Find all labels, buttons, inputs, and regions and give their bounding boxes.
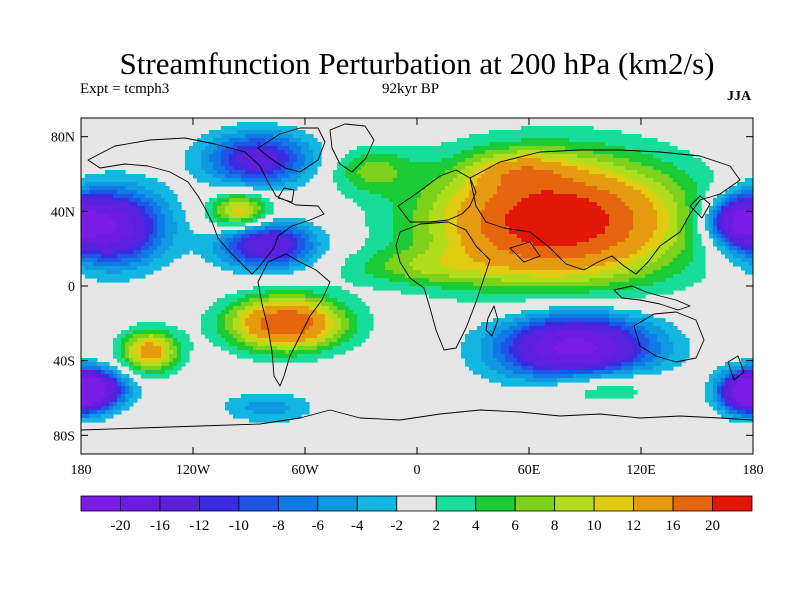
lon-tick-label: 120E: [626, 463, 656, 478]
colorbar-label: 16: [666, 518, 682, 534]
lat-tick-label: 40S: [53, 355, 75, 370]
colorbar-label: -8: [272, 518, 285, 534]
experiment-label: Expt = tcmph3: [80, 81, 170, 97]
colorbar-label: 20: [705, 518, 720, 534]
colorbar-swatch: [712, 495, 753, 512]
colorbar-swatch: [633, 495, 674, 512]
colorbar-swatch: [554, 495, 595, 512]
lat-tick-label: 40N: [51, 205, 75, 220]
colorbar-label: -10: [229, 518, 249, 534]
colorbar-label: 2: [432, 518, 440, 534]
colorbar-label: -12: [189, 518, 209, 534]
colorbar: -20 -16 -12 -10 -8 -6 -4 -2 2 4 6 8 10 12 16 20: [80, 495, 753, 534]
lon-tick-label: 60W: [291, 463, 319, 478]
colorbar-label: 6: [511, 518, 519, 534]
colorbar-label: 12: [626, 518, 641, 534]
colorbar-swatch: [396, 495, 437, 512]
period-label: 92kyr BP: [382, 81, 440, 97]
lon-tick-label: 0: [414, 463, 421, 478]
colorbar-label: -2: [391, 518, 404, 534]
colorbar-label: 10: [587, 518, 602, 534]
season-label: JJA: [727, 89, 752, 104]
map-title: Streamfunction Perturbation at 200 hPa (…: [119, 46, 715, 81]
colorbar-swatch: [238, 495, 279, 512]
colorbar-swatch: [475, 495, 516, 512]
lat-tick-label: 80S: [53, 429, 75, 444]
colorbar-swatch: [593, 495, 634, 512]
colorbar-swatch: [672, 495, 713, 512]
colorbar-label: 4: [472, 518, 480, 534]
lon-tick-label: 60E: [518, 463, 541, 478]
lon-tick-label: 180: [71, 463, 92, 478]
colorbar-label: -20: [110, 518, 130, 534]
lat-tick-label: 0: [68, 280, 75, 295]
colorbar-label: -6: [312, 518, 325, 534]
colorbar-swatch: [277, 495, 319, 512]
colorbar-swatch: [159, 495, 200, 512]
lat-tick-label: 80N: [51, 131, 75, 146]
colorbar-swatch: [199, 495, 240, 512]
colorbar-swatch: [435, 495, 477, 512]
colorbar-swatch: [514, 495, 556, 512]
colorbar-swatch: [120, 495, 161, 512]
colorbar-label: -16: [150, 518, 170, 534]
colorbar-label: 8: [551, 518, 559, 534]
coastlines: [81, 123, 753, 431]
colorbar-swatch: [80, 495, 121, 512]
colorbar-swatch: [356, 495, 398, 512]
streamfunction-field: [81, 118, 753, 454]
lon-tick-label: 120W: [176, 463, 211, 478]
axis-ticks: 80N 40N 0 40S 80S 180 120W 60W 0 60E 120E 180: [51, 118, 764, 478]
colorbar-label: -4: [351, 518, 364, 534]
lon-tick-label: 180: [743, 463, 764, 478]
colorbar-swatch: [317, 495, 358, 512]
